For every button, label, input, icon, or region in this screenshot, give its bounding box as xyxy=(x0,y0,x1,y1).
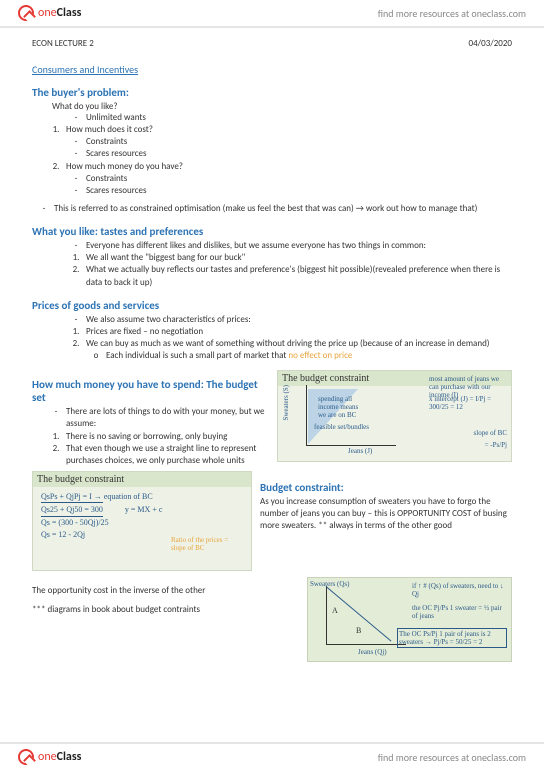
how-much-cost: How much does it cost? xyxy=(66,124,153,136)
bottom-bar: oneClass find more resources at oneclass… xyxy=(0,742,544,770)
heading-budget-set: How much money you have to spend: The bu… xyxy=(32,378,269,404)
fig3-axis-x: Jeans (Qj) xyxy=(358,648,387,656)
fig2-title: The budget constraint xyxy=(33,472,251,487)
fig1-note6: slope of BC xyxy=(474,429,507,437)
constrained-opt-note: This is referred to as constrained optim… xyxy=(54,203,477,215)
fig3-axis-y: Sweaters (Qs) xyxy=(310,580,349,588)
constraints-1: Constraints xyxy=(86,136,127,148)
fig1-note4: feasible set/bundles xyxy=(314,423,369,431)
heading-prices: Prices of goods and services xyxy=(32,299,512,312)
diagrams-note: *** diagrams in book about budget contra… xyxy=(32,604,299,615)
constraints-2: Constraints xyxy=(86,173,127,185)
tagline-bottom[interactable]: find more resources at oneclass.com xyxy=(378,751,526,764)
q-what-like: What do you like? xyxy=(32,101,512,112)
fig2-f3: y = MX + c xyxy=(125,505,162,514)
page-content: ECON LECTURE 2 04/03/2020 Consumers and … xyxy=(0,28,544,692)
budget-c: That even though we use a straight line … xyxy=(66,443,269,467)
scarce-1: Scares resources xyxy=(86,148,147,160)
fig1-axis-y: Sweaters (S) xyxy=(282,385,290,421)
prices-a: We also assume two characteristics of pr… xyxy=(86,314,251,326)
fig3-note2: the OC Pj/Ps 1 sweater = ½ pair of jeans xyxy=(412,604,507,620)
doc-title: ECON LECTURE 2 xyxy=(32,38,94,49)
figure-budget-constraint-2: The budget constraint QsPs + QjPj = I → … xyxy=(32,471,252,571)
fig1-axis-x: Jeans (J) xyxy=(348,447,372,455)
logo-icon xyxy=(18,5,34,21)
fig1-note2: x intercept (J) = I/Pj = 300/25 = 12 xyxy=(429,395,507,411)
doc-date: 04/03/2020 xyxy=(469,38,512,49)
how-much-money: How much money do you have? xyxy=(66,161,183,173)
tastes-c: What we actually buy reflects our tastes… xyxy=(86,264,512,288)
prices-c: We can buy as much as we want of somethi… xyxy=(86,338,490,350)
prices-b: Prices are fixed – no negotiation xyxy=(86,326,203,338)
heading-tastes: What you like: tastes and preferences xyxy=(32,225,512,238)
section-consumers: Consumers and Incentives xyxy=(32,63,512,76)
logo-icon-bottom xyxy=(18,749,34,765)
tastes-a: Everyone has different likes and dislike… xyxy=(86,240,426,252)
fig3-note3: The OC Ps/Pj 1 pair of jeans is 2 sweate… xyxy=(397,628,507,648)
brand-logo-bottom[interactable]: oneClass xyxy=(18,749,81,765)
budget-constraint-text: As you increase consumption of sweaters … xyxy=(260,496,512,532)
fig3-note1: if ↑ # (Qs) of sweaters, need to ↓ Qj xyxy=(412,582,507,598)
heading-budget-constraint: Budget constraint: xyxy=(260,481,512,494)
fig2-f2: Qs25 + Qj50 = 300 xyxy=(41,502,103,517)
top-bar: oneClass find more resources at oneclass… xyxy=(0,0,544,28)
fig2-orange: Ratio of the prices = slope of BC xyxy=(171,536,241,552)
budget-b: There is no saving or borrowing, only bu… xyxy=(66,431,227,443)
oc-inverse: The opportunity cost in the inverse of t… xyxy=(32,585,299,596)
figure-budget-constraint-1: The budget constraint Sweaters (S) Jeans… xyxy=(277,370,512,462)
brand-logo[interactable]: oneClass xyxy=(18,5,81,21)
scarce-2: Scares resources xyxy=(86,185,147,197)
fig1-note7: = -Ps/Pj xyxy=(485,441,507,449)
fig2-f1: QsPs + QjPj = I → equation of BC xyxy=(41,491,243,502)
tastes-b: We all want the "biggest bang for our bu… xyxy=(86,252,245,264)
prices-d: Each individual is such a small part of … xyxy=(106,350,352,362)
unlimited-wants: Unlimited wants xyxy=(86,112,146,124)
figure-opportunity-cost: Sweaters (Qs) Jeans (Qj) if ↑ # (Qs) of … xyxy=(307,577,512,662)
fig1-note3: spending all income means we are on BC xyxy=(318,395,368,419)
header-row: ECON LECTURE 2 04/03/2020 xyxy=(32,38,512,49)
heading-buyers-problem: The buyer's problem: xyxy=(32,86,512,99)
brand-one: one xyxy=(38,6,57,20)
budget-a: There are lots of things to do with your… xyxy=(66,406,269,430)
brand-class: Class xyxy=(57,6,82,20)
fig2-f4: Qs = (300 - 50Qj)/25 xyxy=(41,517,243,528)
tagline-top[interactable]: find more resources at oneclass.com xyxy=(378,7,526,20)
